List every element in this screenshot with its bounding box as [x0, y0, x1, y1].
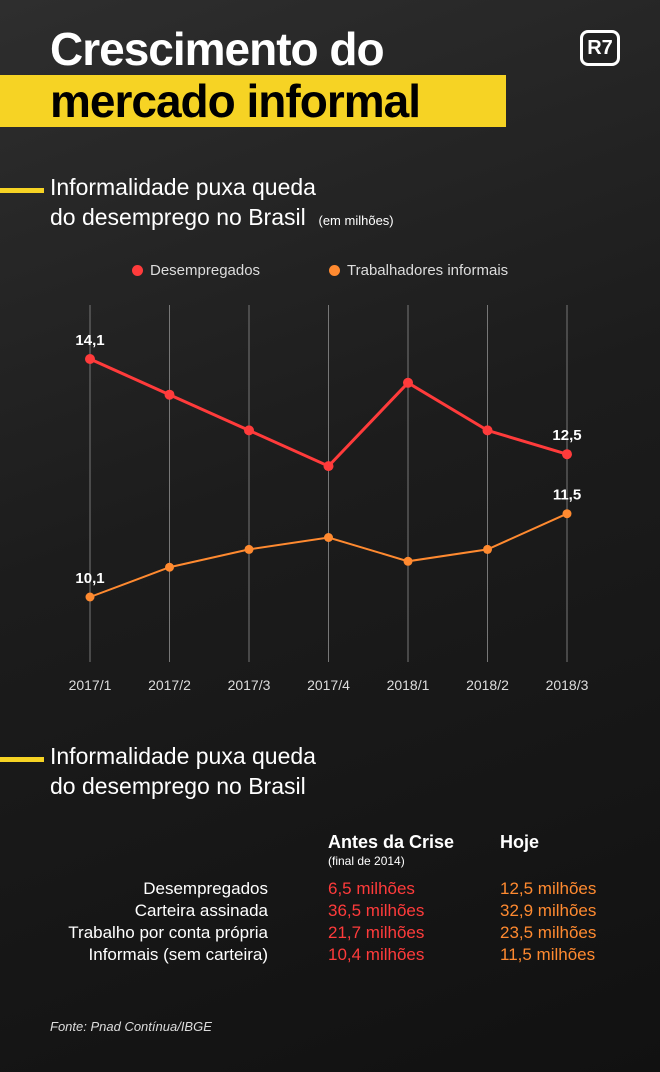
data-point	[403, 556, 413, 566]
row-label: Trabalho por conta própria	[68, 923, 268, 942]
x-tick-label: 2018/1	[387, 677, 430, 693]
data-point	[85, 592, 95, 602]
value-before: 6,5 milhões	[328, 879, 415, 898]
data-point	[244, 544, 254, 554]
row-label: Desempregados	[143, 879, 268, 898]
data-point	[562, 509, 572, 519]
section1-title: Informalidade puxa queda do desemprego n…	[50, 172, 394, 236]
value-before: 36,5 milhões	[328, 901, 425, 920]
legend-informais: Trabalhadores informais	[329, 262, 508, 279]
data-point	[85, 354, 95, 364]
data-point	[164, 389, 175, 400]
x-tick-label: 2017/1	[69, 677, 112, 693]
section2-title: Informalidade puxa queda do desemprego n…	[50, 741, 316, 801]
title-highlight	[0, 75, 506, 127]
section-marker	[0, 757, 44, 762]
source: Fonte: Pnad Contínua/IBGE	[50, 1019, 212, 1034]
section1-title-line2: do desemprego no Brasil	[50, 204, 306, 230]
title-line2: mercado informal	[50, 75, 421, 127]
value-now: 32,9 milhões	[500, 901, 597, 920]
data-label: 14,1	[75, 332, 104, 349]
value-before: 21,7 milhões	[328, 923, 425, 942]
data-label: 10,1	[75, 570, 104, 587]
data-label: 12,5	[552, 427, 581, 444]
data-point	[323, 461, 334, 472]
col-subheader-before: (final de 2014)	[328, 854, 405, 868]
data-point	[562, 449, 572, 460]
legend-desempregados: Desempregados	[132, 262, 260, 279]
legend-label: Desempregados	[150, 262, 261, 279]
legend-dot-icon	[132, 265, 143, 276]
x-tick-label: 2018/3	[546, 677, 589, 693]
r7-logo: R7	[580, 30, 620, 66]
section-marker	[0, 188, 44, 193]
data-label: 11,5	[553, 487, 581, 504]
value-before: 10,4 milhões	[328, 945, 425, 964]
section2-title-line2: do desemprego no Brasil	[50, 773, 306, 799]
data-point	[483, 544, 492, 554]
row-label: Carteira assinada	[134, 901, 268, 920]
section1-title-line1: Informalidade puxa queda	[50, 174, 316, 200]
x-tick-label: 2017/2	[148, 677, 191, 693]
unit-label: (em milhões)	[318, 213, 394, 228]
title-line1: Crescimento do	[50, 23, 385, 75]
x-tick-label: 2018/2	[466, 677, 509, 693]
x-tick-label: 2017/3	[228, 677, 271, 693]
data-point	[165, 562, 174, 572]
legend-label: Trabalhadores informais	[347, 262, 509, 279]
col-header-now: Hoje	[500, 832, 540, 852]
value-now: 12,5 milhões	[500, 879, 597, 898]
legend-dot-icon	[329, 265, 340, 276]
data-point	[324, 533, 333, 542]
section2-title-line1: Informalidade puxa queda	[50, 743, 316, 769]
value-now: 11,5 milhões	[500, 945, 596, 964]
col-header-before: Antes da Crise	[328, 832, 455, 852]
data-point	[244, 425, 254, 436]
row-label: Informais (sem carteira)	[88, 945, 268, 964]
value-now: 23,5 milhões	[500, 923, 597, 942]
line-chart: 2017/1 2017/2 2017/3 2017/4 2018/1 2018/2 2018…	[69, 305, 589, 693]
x-tick-label: 2017/4	[307, 677, 350, 693]
data-point	[403, 377, 413, 388]
data-point	[482, 425, 493, 436]
